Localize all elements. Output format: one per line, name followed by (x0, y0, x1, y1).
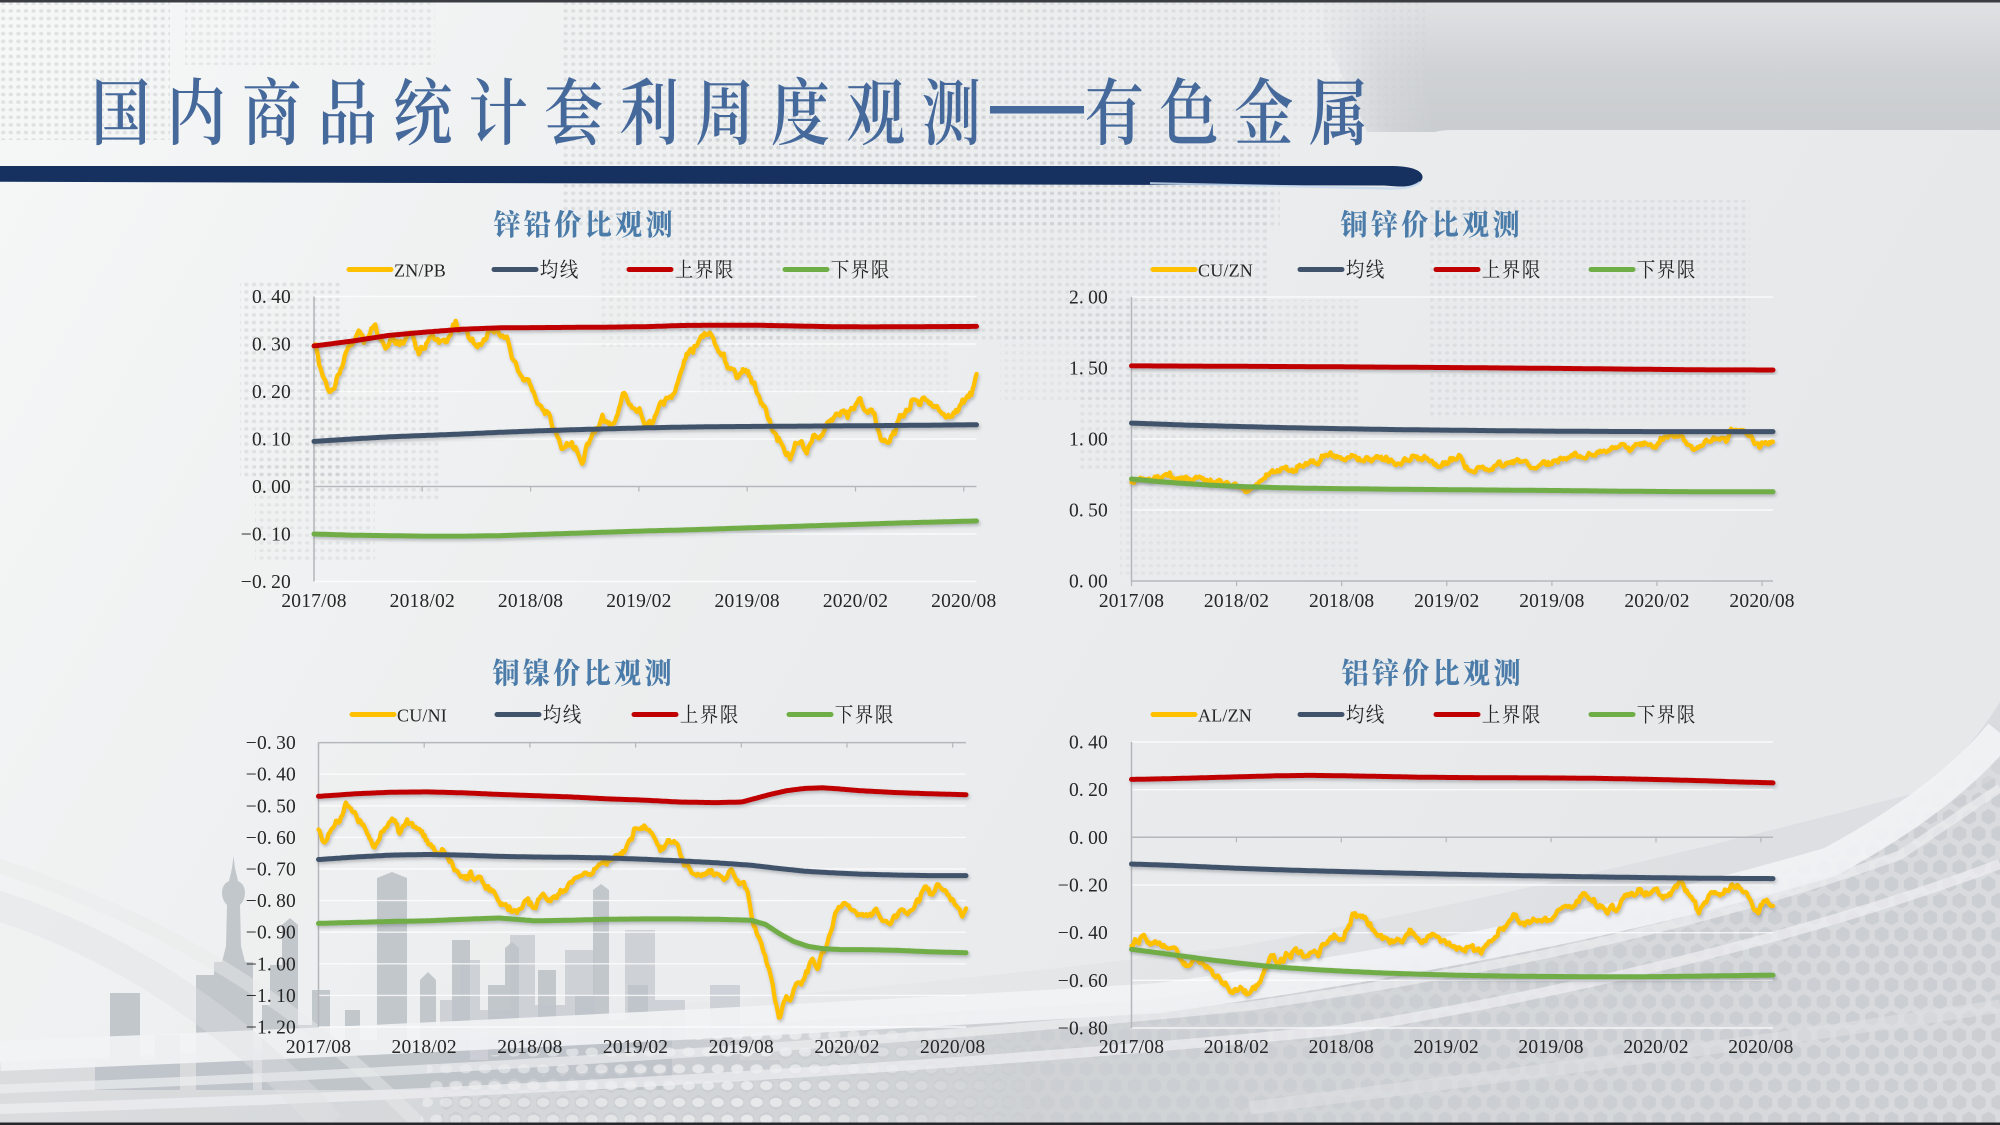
svg-text:2017/08: 2017/08 (1099, 1037, 1164, 1058)
svg-text:2019/02: 2019/02 (1414, 1037, 1479, 1058)
svg-text:0. 40: 0. 40 (252, 287, 291, 308)
svg-text:0. 20: 0. 20 (252, 382, 291, 403)
svg-text:−0. 80: −0. 80 (1058, 1019, 1108, 1040)
svg-text:2019/08: 2019/08 (709, 1037, 774, 1058)
svg-text:1. 50: 1. 50 (1069, 359, 1108, 380)
svg-text:−1. 20: −1. 20 (246, 1018, 296, 1039)
svg-text:0. 20: 0. 20 (1069, 780, 1108, 801)
svg-text:−0. 50: −0. 50 (246, 796, 296, 817)
svg-text:2018/02: 2018/02 (1204, 1037, 1269, 1058)
svg-text:2018/08: 2018/08 (1309, 1037, 1374, 1058)
svg-text:2020/08: 2020/08 (1729, 591, 1794, 612)
svg-text:−0. 20: −0. 20 (1058, 876, 1108, 897)
svg-text:2018/08: 2018/08 (497, 1037, 562, 1058)
svg-text:2020/02: 2020/02 (1624, 591, 1689, 612)
svg-text:−0. 40: −0. 40 (246, 765, 296, 786)
svg-text:2020/08: 2020/08 (920, 1037, 985, 1058)
svg-text:2020/02: 2020/02 (814, 1037, 879, 1058)
svg-text:−0. 40: −0. 40 (1058, 923, 1108, 944)
svg-text:2017/08: 2017/08 (281, 591, 346, 612)
svg-text:2017/08: 2017/08 (1099, 591, 1164, 612)
svg-text:ZN/PB: ZN/PB (394, 261, 446, 281)
svg-text:0. 40: 0. 40 (1069, 733, 1108, 754)
svg-text:−0. 10: −0. 10 (241, 525, 291, 546)
svg-text:AL/ZN: AL/ZN (1198, 706, 1252, 726)
svg-text:2019/02: 2019/02 (1414, 591, 1479, 612)
svg-text:2018/02: 2018/02 (1204, 591, 1269, 612)
svg-text:0. 00: 0. 00 (252, 477, 291, 498)
svg-text:0. 10: 0. 10 (252, 430, 291, 451)
svg-text:−0. 70: −0. 70 (246, 860, 296, 881)
svg-text:−0. 30: −0. 30 (246, 733, 296, 754)
svg-text:2018/08: 2018/08 (1309, 591, 1374, 612)
svg-text:−1. 00: −1. 00 (246, 954, 296, 975)
svg-text:0. 00: 0. 00 (1069, 828, 1108, 849)
svg-text:1. 00: 1. 00 (1069, 430, 1108, 451)
svg-text:−0. 80: −0. 80 (246, 891, 296, 912)
svg-text:2018/08: 2018/08 (498, 591, 563, 612)
svg-text:2020/02: 2020/02 (1623, 1037, 1688, 1058)
svg-text:0. 50: 0. 50 (1069, 501, 1108, 522)
svg-text:CU/NI: CU/NI (397, 706, 447, 726)
svg-text:0. 00: 0. 00 (1069, 572, 1108, 593)
svg-text:2. 00: 2. 00 (1069, 288, 1108, 309)
svg-text:2019/08: 2019/08 (1519, 591, 1584, 612)
svg-text:−0. 20: −0. 20 (241, 572, 291, 593)
svg-text:2019/02: 2019/02 (606, 591, 671, 612)
svg-text:−0. 60: −0. 60 (246, 828, 296, 849)
svg-text:2019/02: 2019/02 (603, 1037, 668, 1058)
svg-text:2019/08: 2019/08 (1518, 1037, 1583, 1058)
svg-text:2019/08: 2019/08 (715, 591, 780, 612)
svg-text:2020/02: 2020/02 (823, 591, 888, 612)
svg-text:−0. 60: −0. 60 (1058, 971, 1108, 992)
svg-text:−0. 90: −0. 90 (246, 923, 296, 944)
svg-text:2020/08: 2020/08 (931, 591, 996, 612)
svg-text:−1. 10: −1. 10 (246, 986, 296, 1007)
svg-text:0. 30: 0. 30 (252, 335, 291, 356)
svg-text:CU/ZN: CU/ZN (1198, 261, 1253, 281)
svg-text:2020/08: 2020/08 (1728, 1037, 1793, 1058)
svg-text:2018/02: 2018/02 (390, 591, 455, 612)
svg-text:2018/02: 2018/02 (392, 1037, 457, 1058)
svg-text:2017/08: 2017/08 (286, 1037, 351, 1058)
